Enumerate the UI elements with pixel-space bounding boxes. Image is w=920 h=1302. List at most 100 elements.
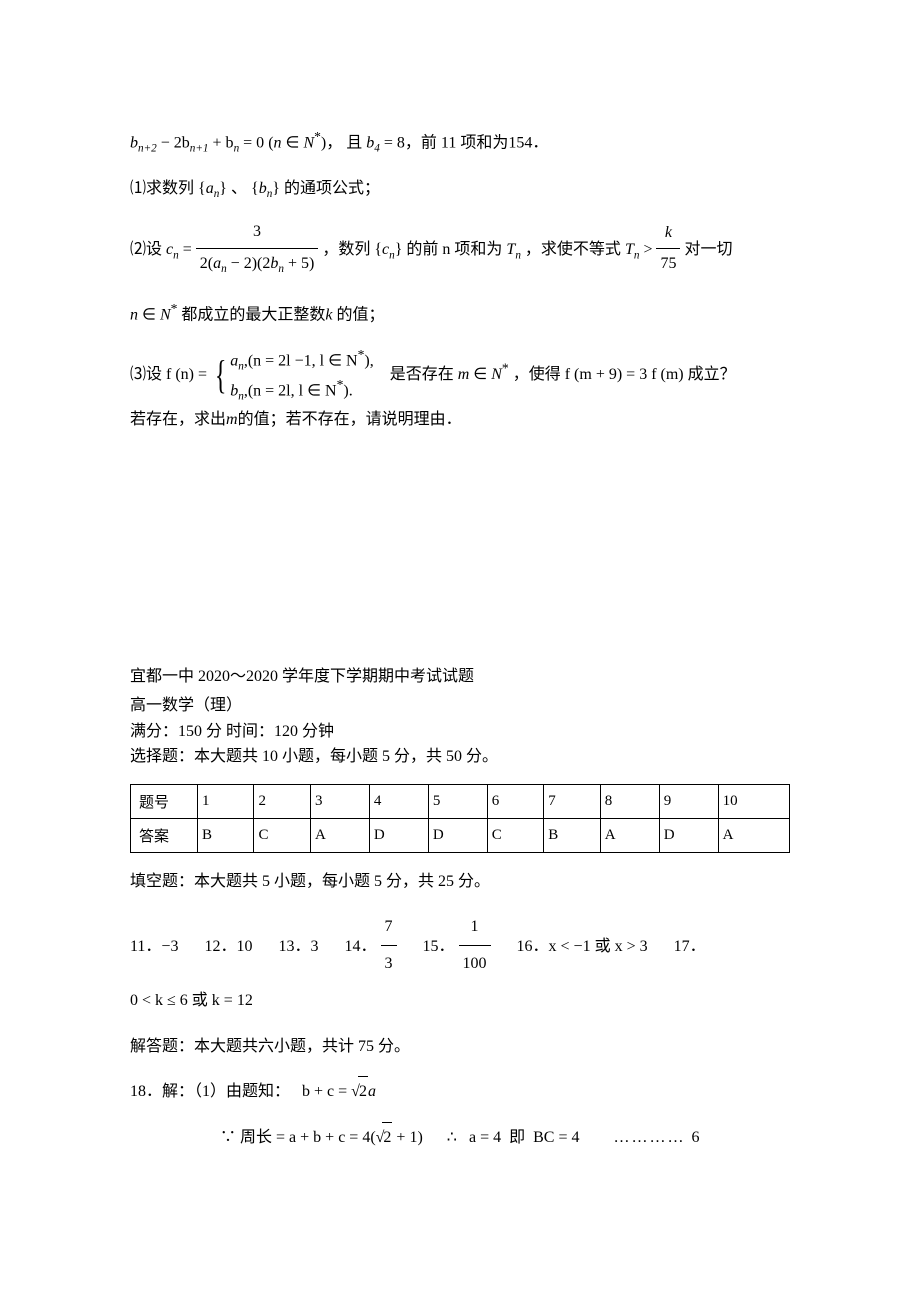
numerator-3: 3 [196,217,319,248]
sym-plus-b: + b [209,134,234,151]
fraction-cn: 3 2(an − 2)(2bn + 5) [196,217,319,280]
val-13: 3 [310,938,318,955]
ans-5: D [428,818,487,852]
ans-3: A [310,818,369,852]
sub-n1: n+1 [190,143,209,155]
row1-rest: ,(n = 2l −1, l ∈ N [244,352,358,369]
piecewise-body: an,(n = 2l −1, l ∈ N*), bn,(n = 2l, l ∈ … [230,345,373,405]
eq-sign: = [179,241,196,258]
solution-18-line2: ∵ 周长 = a + b + c = 4( 2 + 1) ∴ a = 4 即 BC… [220,1122,790,1153]
sym-N: N [491,366,502,383]
sym-star: * [171,301,178,316]
question-2: ⑵设 cn = 3 2(an − 2)(2bn + 5) ，数列 {cn} 的前… [130,219,790,282]
num-15: 15． [423,938,455,955]
gap [130,450,790,650]
period: ． [532,134,548,151]
val-11: −3 [161,938,178,955]
s18-plus1: + 1) [392,1129,422,1146]
q1-prefix: ⑴求数列 [130,180,194,197]
val-12: 10 [236,938,252,955]
sym-in: ∈ [282,134,304,151]
num-14: 14． [344,938,376,955]
col-6: 6 [487,784,543,818]
text-before-154: ，前 11 项和为 [405,134,508,151]
paren-open: ( [264,134,273,151]
q2-text2: 的前 n 项和为 [406,241,502,258]
q2-text3: ，求使不等式 [525,241,621,258]
col-2: 2 [254,784,310,818]
equation-line-bn: bn+2 − 2bn+1 + bn = 0 (n ∈ N*)， 且 b4 = 8… [130,124,790,160]
piecewise: { an,(n = 2l −1, l ∈ N*), bn,(n = 2l, l … [211,345,374,405]
big-brace: { [215,355,227,395]
eq-8: = 8 [380,134,405,151]
blank-14: 14． 7 3 [344,938,400,955]
sym-a: a [206,180,214,197]
sym-m: m [458,366,470,383]
blank-17: 17． [674,938,706,955]
page-body: bn+2 − 2bn+1 + bn = 0 (n ∈ N*)， 且 b4 = 8… [0,0,920,1153]
brace-close: } [272,180,280,197]
ans-2: C [254,818,310,852]
question-3: ⑶设 f (n) = { an,(n = 2l −1, l ∈ N*), bn,… [130,345,790,436]
ans-8: A [600,818,659,852]
fill-title: 填空题：本大题共 5 小题，每小题 5 分，共 25 分。 [130,867,790,897]
den-100: 100 [459,946,491,981]
sqrt-2b: 2 [376,1122,393,1153]
q3-line2a: 若存在，求出 [130,411,226,428]
val-154: 154 [508,134,532,151]
table-answer-row: 答案 B C A D D C B A D A [131,818,790,852]
ans-10: A [718,818,789,852]
sym-in: ∈ [138,306,160,323]
q2-text4: 对一切 [684,241,732,258]
eq-zero: = 0 [239,134,264,151]
sym-n: n [130,306,138,323]
row1-close: ), [364,352,373,369]
section-title-4: 选择题：本大题共 10 小题，每小题 5 分，共 50 分。 [130,744,790,770]
num-17: 17． [674,938,706,955]
num-11: 11． [130,938,161,955]
answer-table: 题号 1 2 3 4 5 6 7 8 9 10 答案 B C A D D C B… [130,784,790,853]
sym-b: b [259,180,267,197]
ans-4: D [369,818,428,852]
radicand-2: 2 [382,1122,392,1153]
num-13: 13． [278,938,310,955]
q2-prefix: ⑵设 [130,241,162,258]
sub-n2: n+2 [138,143,157,155]
den-open: 2( [200,255,213,272]
brace-close: } [395,241,403,258]
eq-a4: a = 4 [469,1129,501,1146]
ans-9: D [659,818,718,852]
eq-bc4: BC = 4 [533,1129,579,1146]
radicand-2: 2 [358,1076,368,1107]
s18-therefore: ∴ [447,1129,457,1146]
row2-rest: ,(n = 2l, l ∈ N [244,382,337,399]
s18-since: ∵ 周长 [220,1129,272,1146]
solve-title: 解答题：本大题共六小题，共计 75 分。 [130,1032,790,1062]
q1-suffix: 的通项公式； [284,180,380,197]
sym-T: T [506,241,515,258]
sym-n: n [274,134,282,151]
piecewise-row-1: an,(n = 2l −1, l ∈ N*), [230,345,373,375]
sym-minus-2b: − 2b [157,134,190,151]
text-ji: 即 [509,1129,525,1146]
denominator: 2(an − 2)(2bn + 5) [196,249,319,280]
num-12: 12． [204,938,236,955]
s18-perimeter-eq: = a + b + c = 4( [272,1129,376,1146]
col-9: 9 [659,784,718,818]
fn-eq: f (n) = [166,366,211,383]
sym-N: N [303,134,314,151]
section-title-1: 宜都一中 2020～2020 学年度下学期期中考试试题 [130,664,790,690]
header-label: 题号 [131,784,198,818]
gt-sign: > [639,241,656,258]
val-16: x < −1 或 x > 3 [549,938,648,955]
blank-11: 11．−3 [130,938,178,955]
fraction-15: 1 100 [459,909,491,980]
q2-text1: ，数列 [322,241,370,258]
ans-7: B [544,818,600,852]
q3-prefix: ⑶设 [130,366,162,383]
denominator-75: 75 [656,249,680,279]
blank-13: 13．3 [278,938,318,955]
col-3: 3 [310,784,369,818]
eq-fm9: f (m + 9) = 3 f (m) [565,366,684,383]
sym-in: ∈ [469,366,491,383]
